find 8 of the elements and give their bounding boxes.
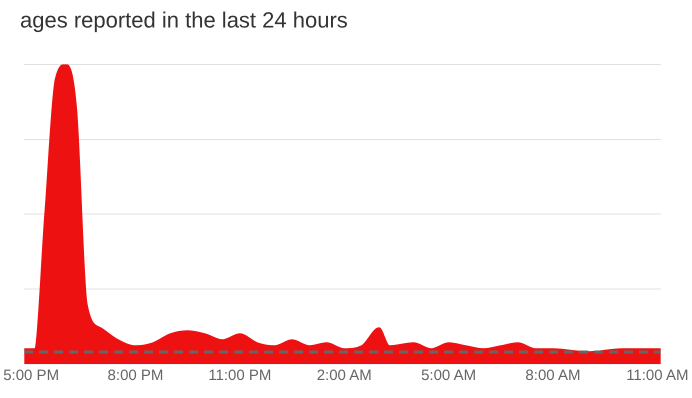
x-tick-label: 11:00 PM (208, 367, 272, 384)
x-tick-label: 5:00 PM (3, 367, 60, 384)
x-tick-label: 8:00 AM (525, 367, 580, 384)
chart-title: ages reported in the last 24 hours (20, 7, 348, 32)
x-tick-label: 2:00 AM (316, 367, 372, 384)
x-tick-label: 5:00 AM (421, 367, 476, 384)
x-tick-label: 8:00 PM (108, 367, 164, 384)
x-tick-label: 11:00 AM (626, 367, 688, 384)
